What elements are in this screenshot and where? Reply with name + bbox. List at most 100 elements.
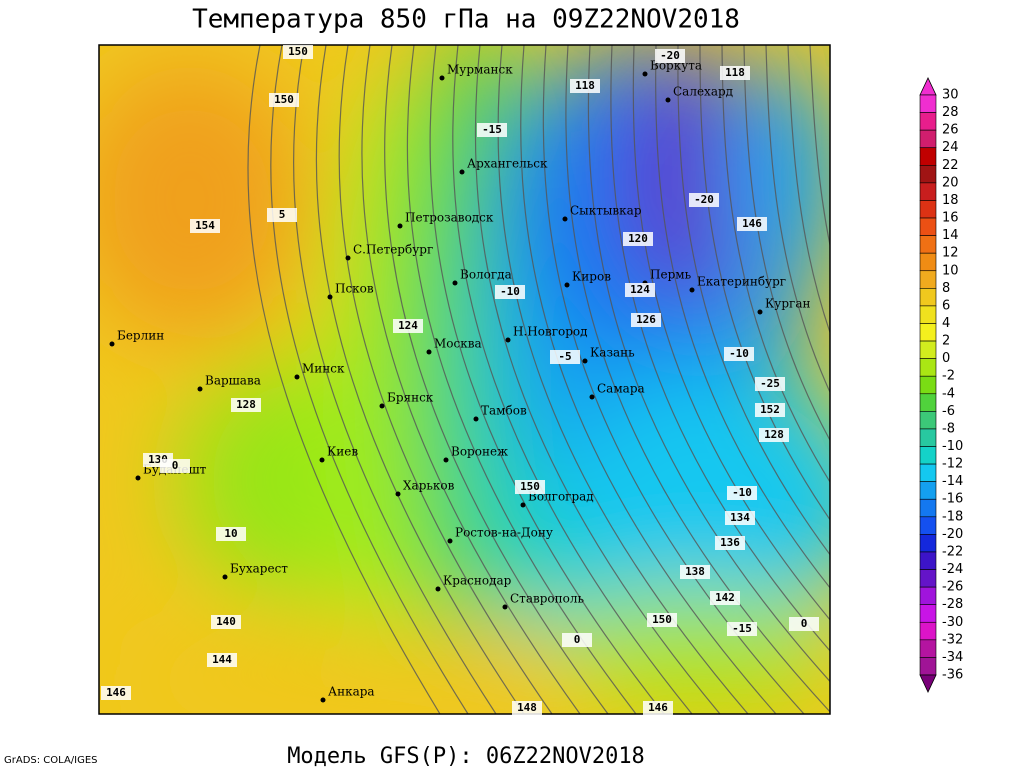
city-label: Тамбов (481, 404, 527, 418)
contour-label: 0 (574, 633, 581, 646)
colorbar-label: -34 (942, 650, 963, 665)
contour-label: 138 (685, 565, 705, 578)
city-dot (327, 294, 333, 300)
city-dot (319, 457, 325, 463)
colorbar-swatch (919, 534, 937, 553)
colorbar-swatch (919, 498, 937, 518)
contour-label-box (216, 527, 246, 541)
city-label: Харьков (403, 479, 455, 493)
city-dot (757, 309, 763, 315)
colorbar-swatch (919, 270, 937, 289)
city-dot (443, 457, 449, 463)
colorbar-swatch (919, 411, 937, 430)
contour-label-box (393, 319, 423, 333)
colorbar-swatch (919, 323, 937, 342)
contour-label-box (724, 347, 754, 361)
contour-label-box (755, 377, 785, 391)
contour-line (677, 45, 830, 556)
city-label: Казань (590, 346, 635, 360)
city-label: Вологда (460, 268, 512, 282)
contour-label: 146 (648, 701, 668, 714)
contour-label: 150 (274, 93, 294, 106)
contour-line (452, 45, 693, 714)
contour-label: 5 (279, 208, 286, 221)
city-label: Минск (302, 362, 345, 376)
colorbar-swatch (919, 551, 937, 570)
contour-label-box (207, 653, 237, 667)
city-dot (502, 604, 508, 610)
colorbar-arrow-bottom (919, 674, 937, 693)
contour-label: -10 (729, 347, 749, 360)
city-dot (473, 416, 479, 422)
contour-label: 120 (628, 232, 648, 245)
city-label: Псков (335, 282, 374, 296)
contour-label: 150 (520, 480, 540, 493)
contour-label-box (231, 398, 261, 412)
contour-line (743, 45, 830, 442)
contour-label: 128 (236, 398, 256, 411)
colorbar-label: -6 (942, 404, 955, 419)
contour-line (361, 45, 581, 714)
contour-label: -5 (558, 350, 571, 363)
colorbar-swatch (919, 305, 937, 324)
colorbar-label: -18 (942, 509, 963, 524)
colorbar-label: 24 (942, 140, 959, 155)
colorbar-swatch (919, 446, 937, 465)
city-dot (197, 386, 203, 392)
colorbar-label: 22 (942, 158, 959, 173)
city-dot (426, 349, 432, 355)
colorbar-label: -32 (942, 632, 963, 647)
contour-label-box (101, 686, 131, 700)
contour-label-box (623, 232, 653, 246)
contour-label: 146 (106, 686, 126, 699)
contour-label-box (570, 79, 600, 93)
contour-label: 126 (636, 313, 656, 326)
colorbar-label: -22 (942, 544, 963, 559)
city-dot (564, 282, 570, 288)
contour-line (293, 45, 497, 714)
city-label: Салехард (673, 85, 733, 99)
colorbar-label: -26 (942, 580, 963, 595)
contour-line (270, 45, 469, 714)
contour-label-box (211, 615, 241, 629)
contour-label: -20 (694, 193, 714, 206)
city-label: Берлин (117, 329, 164, 343)
colorbar-label: -4 (942, 386, 955, 401)
map-frame (98, 44, 831, 715)
city-label: Ростов-на-Дону (455, 526, 553, 540)
city-dot (505, 337, 511, 343)
city-dot (222, 574, 228, 580)
colorbar-swatch (919, 481, 937, 500)
contour-line (384, 45, 609, 714)
contour-line (721, 45, 830, 484)
city-label: Петрозаводск (405, 211, 494, 225)
contour-label-box (477, 123, 507, 137)
contour-label-box (759, 428, 789, 442)
colorbar-swatch (919, 252, 937, 272)
contour-label-box (789, 617, 819, 631)
colorbar-label: 30 (942, 88, 959, 103)
contour-label-box (725, 511, 755, 525)
contour-line (406, 45, 637, 714)
city-dot (642, 71, 648, 77)
colorbar-label: -16 (942, 492, 963, 507)
contour-label-box (267, 208, 297, 222)
colorbar-label: -2 (942, 369, 955, 384)
contour-label: 148 (517, 701, 537, 714)
contour-line (315, 45, 525, 714)
contour-label: 136 (720, 536, 740, 549)
city-label: Киров (572, 270, 611, 284)
colorbar-label: 12 (942, 246, 959, 261)
city-dot (439, 75, 445, 81)
colorbar-swatch (919, 217, 937, 236)
colorbar-swatch (919, 165, 937, 184)
city-label: Самара (597, 382, 645, 396)
city-label: Екатеринбург (697, 275, 786, 289)
colorbar-swatch (919, 569, 937, 588)
colorbar-swatch (919, 129, 937, 149)
colorbar-label: 8 (942, 281, 950, 296)
city-label: Краснодар (443, 574, 512, 588)
contour-label-box (550, 350, 580, 364)
contour-label: 140 (216, 615, 236, 628)
